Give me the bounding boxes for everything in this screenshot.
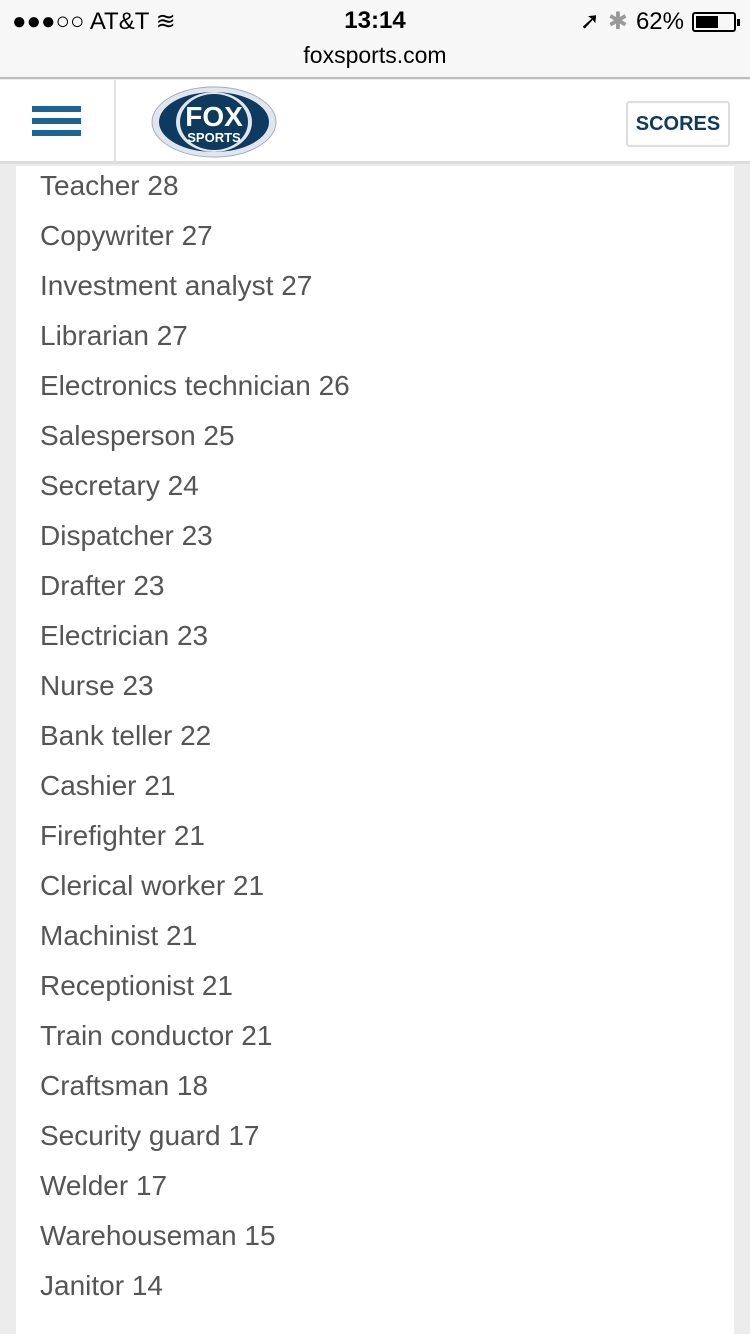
list-item: Cashier 21 — [40, 770, 176, 801]
list-item: Security guard 17 — [40, 1120, 260, 1151]
list-item: Bank teller 22 — [40, 720, 212, 751]
article-list: Teacher 28 Copywriter 27 Investment analys… — [16, 166, 734, 1334]
carrier: ●●●○○ AT&T — [12, 8, 149, 35]
list-item: Craftsman 18 — [40, 1070, 209, 1101]
svg-text:SPORTS: SPORTS — [187, 130, 241, 145]
location-icon: ➚ — [579, 8, 600, 35]
list-item: Janitor 14 — [40, 1270, 163, 1301]
url-text: foxsports.com — [303, 42, 447, 68]
list-item: Salesperson 25 — [40, 420, 235, 451]
hamburger-menu-icon[interactable] — [32, 106, 81, 136]
site-header: FOX SPORTS SCORES — [0, 80, 750, 164]
clock: 13:14 — [344, 7, 406, 34]
bluetooth-icon: ✱ — [607, 8, 628, 35]
list-item: Secretary 24 — [40, 470, 199, 501]
list-item: Warehouseman 15 — [40, 1220, 276, 1251]
list-item: Copywriter 27 — [40, 220, 213, 251]
list-item: Librarian 27 — [40, 320, 188, 351]
list-item: Dispatcher 23 — [40, 520, 213, 551]
svg-text:FOX: FOX — [185, 101, 243, 132]
fox-sports-logo[interactable]: FOX SPORTS — [151, 86, 277, 158]
list-item: Electronics technician 26 — [40, 370, 350, 401]
list-item: Train conductor 21 — [40, 1020, 273, 1051]
wifi-icon: ≋ — [155, 8, 176, 35]
battery-icon — [692, 11, 740, 32]
status-bar: ●●●○○ AT&T ≋ 13:14 ➚ ✱ 62% — [0, 0, 750, 40]
scores-button[interactable]: SCORES — [626, 101, 730, 147]
list-item: Receptionist 21 — [40, 970, 234, 1001]
address-bar[interactable]: foxsports.com — [0, 40, 750, 79]
list-item: Nurse 23 — [40, 670, 154, 701]
list-item: Firefighter 21 — [40, 820, 205, 851]
list-item: Machinist 21 — [40, 920, 198, 951]
list-item: Investment analyst 27 — [40, 270, 313, 301]
list-item: Drafter 23 — [40, 570, 165, 601]
battery-percent: 62% — [635, 7, 684, 35]
list-item: Welder 17 — [40, 1170, 168, 1201]
divider — [114, 80, 116, 164]
list-item: Teacher 28 — [40, 170, 179, 201]
carrier-signal: ●●●○○ AT&T ≋ — [12, 7, 176, 36]
list-item: Electrician 23 — [40, 620, 209, 651]
list-item: Clerical worker 21 — [40, 870, 265, 901]
